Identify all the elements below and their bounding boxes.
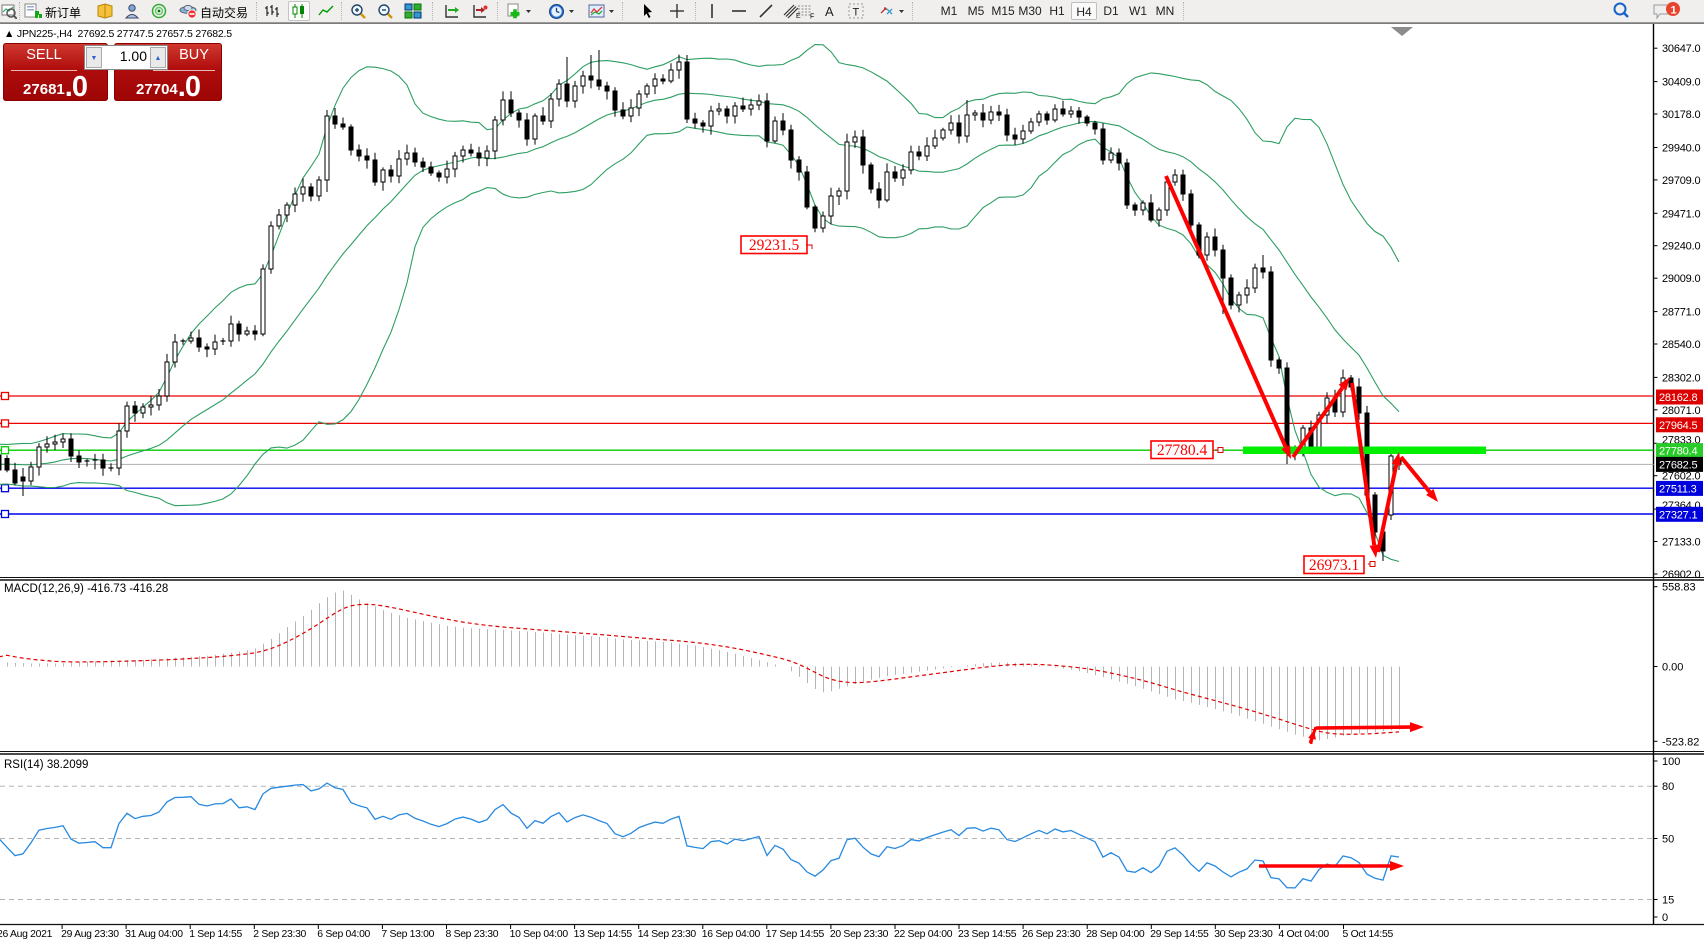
svg-text:27780.4: 27780.4 xyxy=(1157,442,1208,459)
svg-text:29 Aug 23:30: 29 Aug 23:30 xyxy=(61,929,119,940)
svg-text:7 Sep 13:00: 7 Sep 13:00 xyxy=(381,929,434,940)
svg-text:0: 0 xyxy=(1662,912,1668,924)
svg-text:A: A xyxy=(825,4,834,19)
svg-text:4 Oct 04:00: 4 Oct 04:00 xyxy=(1278,929,1329,940)
svg-text:8 Sep 23:30: 8 Sep 23:30 xyxy=(446,929,499,940)
svg-text:28771.0: 28771.0 xyxy=(1662,307,1700,319)
svg-text:27780.4: 27780.4 xyxy=(1659,446,1697,458)
svg-text:28302.0: 28302.0 xyxy=(1662,372,1700,384)
svg-text:80: 80 xyxy=(1662,781,1674,793)
svg-text:-523.82: -523.82 xyxy=(1662,736,1699,748)
svg-text:15: 15 xyxy=(1662,895,1674,907)
svg-text:30409.0: 30409.0 xyxy=(1662,77,1700,89)
svg-text:T: T xyxy=(853,7,860,19)
svg-text:23 Sep 14:55: 23 Sep 14:55 xyxy=(958,929,1017,940)
svg-text:17 Sep 14:55: 17 Sep 14:55 xyxy=(766,929,825,940)
svg-text:RSI(14) 38.2099: RSI(14) 38.2099 xyxy=(4,759,88,771)
svg-text:26902.0: 26902.0 xyxy=(1662,569,1700,581)
svg-text:27602.0: 27602.0 xyxy=(1662,471,1700,483)
svg-text:14 Sep 23:30: 14 Sep 23:30 xyxy=(638,929,697,940)
svg-text:29240.0: 29240.0 xyxy=(1662,241,1700,253)
svg-text:29 Sep 14:55: 29 Sep 14:55 xyxy=(1150,929,1209,940)
svg-text:28540.0: 28540.0 xyxy=(1662,339,1700,351)
svg-text:27364.0: 27364.0 xyxy=(1662,500,1700,512)
svg-text:26 Sep 23:30: 26 Sep 23:30 xyxy=(1022,929,1081,940)
svg-text:5 Oct 14:55: 5 Oct 14:55 xyxy=(1343,929,1394,940)
svg-text:29471.0: 29471.0 xyxy=(1662,208,1700,220)
svg-text:MACD(12,26,9) -416.73 -416.28: MACD(12,26,9) -416.73 -416.28 xyxy=(4,583,168,595)
svg-text:29231.5: 29231.5 xyxy=(749,237,800,254)
svg-text:F: F xyxy=(810,14,814,20)
svg-text:1: 1 xyxy=(1671,5,1677,17)
svg-text:27133.0: 27133.0 xyxy=(1662,537,1700,549)
svg-text:13 Sep 14:55: 13 Sep 14:55 xyxy=(574,929,633,940)
svg-text:27511.3: 27511.3 xyxy=(1659,483,1697,495)
svg-text:0.00: 0.00 xyxy=(1662,662,1683,674)
svg-text:29940.0: 29940.0 xyxy=(1662,143,1700,155)
svg-text:26973.1: 26973.1 xyxy=(1309,557,1359,574)
svg-text:31 Aug 04:00: 31 Aug 04:00 xyxy=(125,929,183,940)
svg-text:22 Sep 04:00: 22 Sep 04:00 xyxy=(894,929,953,940)
svg-text:100: 100 xyxy=(1662,756,1680,768)
svg-text:30647.0: 30647.0 xyxy=(1662,43,1700,55)
svg-text:50: 50 xyxy=(1662,834,1674,846)
svg-text:6 Sep 04:00: 6 Sep 04:00 xyxy=(317,929,370,940)
svg-text:29009.0: 29009.0 xyxy=(1662,273,1700,285)
svg-text:1 Sep 14:55: 1 Sep 14:55 xyxy=(189,929,242,940)
svg-text:10 Sep 04:00: 10 Sep 04:00 xyxy=(510,929,569,940)
svg-text:27964.5: 27964.5 xyxy=(1659,420,1697,432)
svg-text:2 Sep 23:30: 2 Sep 23:30 xyxy=(253,929,306,940)
svg-text:30 Sep 23:30: 30 Sep 23:30 xyxy=(1214,929,1273,940)
svg-text:30178.0: 30178.0 xyxy=(1662,109,1700,121)
svg-text:16 Sep 04:00: 16 Sep 04:00 xyxy=(702,929,761,940)
svg-text:26 Aug 2021: 26 Aug 2021 xyxy=(0,929,53,940)
svg-text:27327.1: 27327.1 xyxy=(1659,509,1697,521)
svg-text:28162.8: 28162.8 xyxy=(1659,392,1697,404)
svg-text:28 Sep 04:00: 28 Sep 04:00 xyxy=(1086,929,1145,940)
svg-text:20 Sep 23:30: 20 Sep 23:30 xyxy=(830,929,889,940)
svg-text:28071.0: 28071.0 xyxy=(1662,405,1700,417)
svg-text:27682.5: 27682.5 xyxy=(1659,459,1697,471)
svg-text:558.83: 558.83 xyxy=(1662,582,1696,594)
svg-text:E: E xyxy=(796,13,801,19)
svg-text:29709.0: 29709.0 xyxy=(1662,175,1700,187)
